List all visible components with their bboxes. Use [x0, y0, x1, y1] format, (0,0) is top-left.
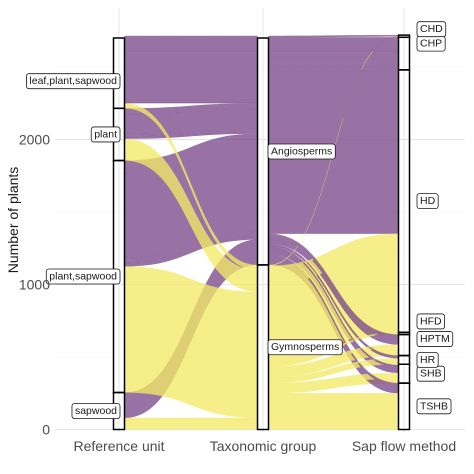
y-tick-label: 1000	[19, 277, 50, 293]
stratum-label-box	[416, 398, 452, 415]
stratum-label-box	[267, 143, 336, 160]
flow-angiosperms-leaf-plant-sapwood-to-angiosperms	[124, 37, 258, 52]
stratum-label-text: leaf,plant,sapwood	[29, 75, 117, 87]
flow-angiosperms-angiosperms-to-hd	[268, 69, 399, 118]
grid	[55, 8, 465, 432]
stratum-label-box	[416, 331, 454, 347]
stratum-label-hfd: HFD	[416, 313, 445, 330]
stratum-label-text: HPTM	[420, 333, 450, 345]
stratum-label-box	[90, 126, 121, 143]
stratum-label-leaf-plant-sapwood: leaf,plant,sapwood	[26, 73, 121, 90]
flow-angiosperms-leaf-plant-sapwood-to-angiosperms	[124, 98, 258, 103]
stratum-label-text: HR	[420, 354, 436, 366]
flow-angiosperms-angiosperms-to-chp	[268, 37, 399, 52]
stratum-label-chp: CHP	[416, 35, 446, 52]
flow-gymnosperms-gymnosperms-to-tshb	[268, 394, 399, 424]
stratum-label-plant-sapwood: plant,sapwood	[45, 268, 121, 285]
stratum-label-shb: SHB	[416, 365, 445, 382]
flows	[124, 34, 399, 430]
flow-gymnosperms-sapwood-to-gymnosperms	[124, 423, 258, 430]
flow-gymnosperms-gymnosperms-to-tshb	[268, 423, 399, 430]
x-axis-label-reference-unit: Reference unit	[73, 438, 164, 454]
stratum-label-box	[416, 193, 439, 210]
y-axis-title: Number of plants	[5, 167, 21, 274]
flow-angiosperms-leaf-plant-sapwood-to-angiosperms	[124, 35, 258, 38]
flow-angiosperms-angiosperms-to-chp	[268, 50, 399, 58]
stratum-label-text: sapwood	[75, 405, 117, 417]
stratum-label-hr: HR	[416, 351, 439, 368]
stratum-label-hptm: HPTM	[416, 331, 454, 347]
y-tick-label: 0	[42, 422, 50, 438]
stratum-labels: sapwood plant,sapwood plant leaf,plant,sapw…	[26, 21, 454, 419]
stratum-label-sapwood: sapwood	[71, 403, 121, 419]
stratum-label-text: Gymnosperms	[271, 341, 339, 353]
stratum-label-text: HFD	[420, 315, 442, 327]
flow-angiosperms-angiosperms-to-hd	[268, 221, 399, 234]
stratum-leaf-plant-sapwood	[112, 37, 126, 110]
stratum-label-text: HD	[420, 195, 436, 207]
stratum-label-box	[416, 21, 447, 38]
stratum-label-chd: CHD	[416, 21, 447, 38]
stratum-label-text: CHP	[420, 38, 442, 50]
flow-angiosperms-leaf-plant-sapwood-to-angiosperms	[124, 50, 258, 100]
flow-gymnosperms-gymnosperms-to-tshb	[268, 393, 399, 395]
stratum-label-gymnosperms: Gymnosperms	[267, 339, 343, 356]
flow-angiosperms-angiosperms-to-chd	[268, 34, 399, 38]
flow-angiosperms-angiosperms-to-chp	[268, 56, 399, 71]
stratum-label-hd: HD	[416, 193, 439, 210]
stratum-chd	[397, 34, 411, 39]
stratum-label-box	[416, 313, 445, 330]
flow-gymnosperms-sapwood-to-gymnosperms	[124, 417, 258, 420]
stratum-label-text: TSHB	[420, 400, 448, 412]
stratum-label-box	[267, 339, 343, 356]
flow-gymnosperms-sapwood-to-gymnosperms	[124, 419, 258, 424]
stratum-label-angiosperms: Angiosperms	[267, 143, 336, 160]
stratum-label-text: CHD	[420, 23, 443, 35]
stratum-label-text: plant,sapwood	[49, 271, 117, 283]
stratum-label-plant: plant	[90, 126, 121, 143]
stratum-label-box	[26, 73, 121, 90]
axes: 0 1000 2000 Reference unit Taxonomic group Sa…	[5, 132, 456, 455]
flow-angiosperms-angiosperms-to-hd	[268, 117, 399, 138]
x-axis-label-sap-flow-method: Sap flow method	[352, 438, 456, 454]
stratum-label-text: SHB	[420, 368, 442, 380]
stratum-label-text: Angiosperms	[271, 145, 332, 157]
y-tick-label: 2000	[19, 132, 50, 148]
stratum-label-box	[416, 351, 439, 368]
x-axis-label-taxonomic-group: Taxonomic group	[210, 438, 317, 454]
stratum-label-box	[45, 268, 121, 285]
stratum-label-text: plant	[94, 128, 117, 140]
stratum-label-box	[71, 403, 121, 419]
stratum-label-tshb: TSHB	[416, 398, 452, 415]
